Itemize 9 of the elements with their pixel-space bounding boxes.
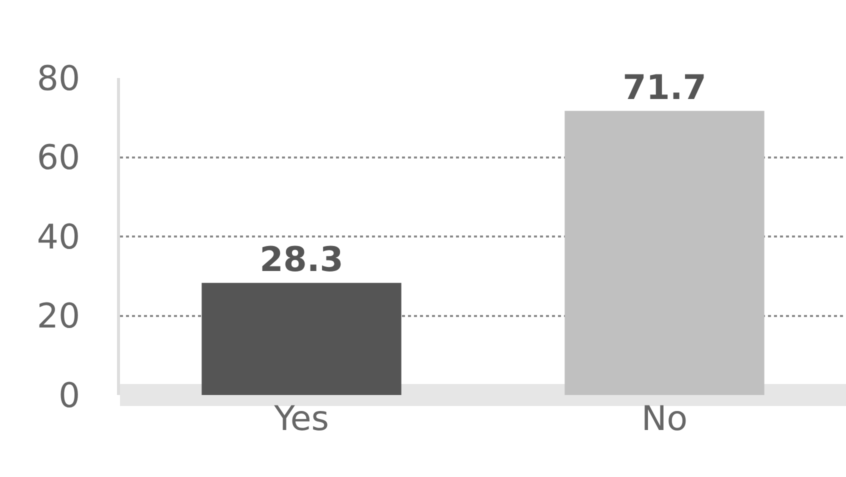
y-tick-label: 40 <box>36 217 80 258</box>
y-tick-label: 60 <box>36 138 80 178</box>
y-tick-label: 80 <box>36 58 80 99</box>
y-tick-label: 0 <box>58 376 80 416</box>
data-label: 71.7 <box>622 68 706 108</box>
data-label: 28.3 <box>260 240 344 280</box>
y-tick-label: 20 <box>36 296 80 337</box>
x-tick-label: Yes <box>273 399 329 439</box>
x-tick-label: No <box>641 399 688 439</box>
